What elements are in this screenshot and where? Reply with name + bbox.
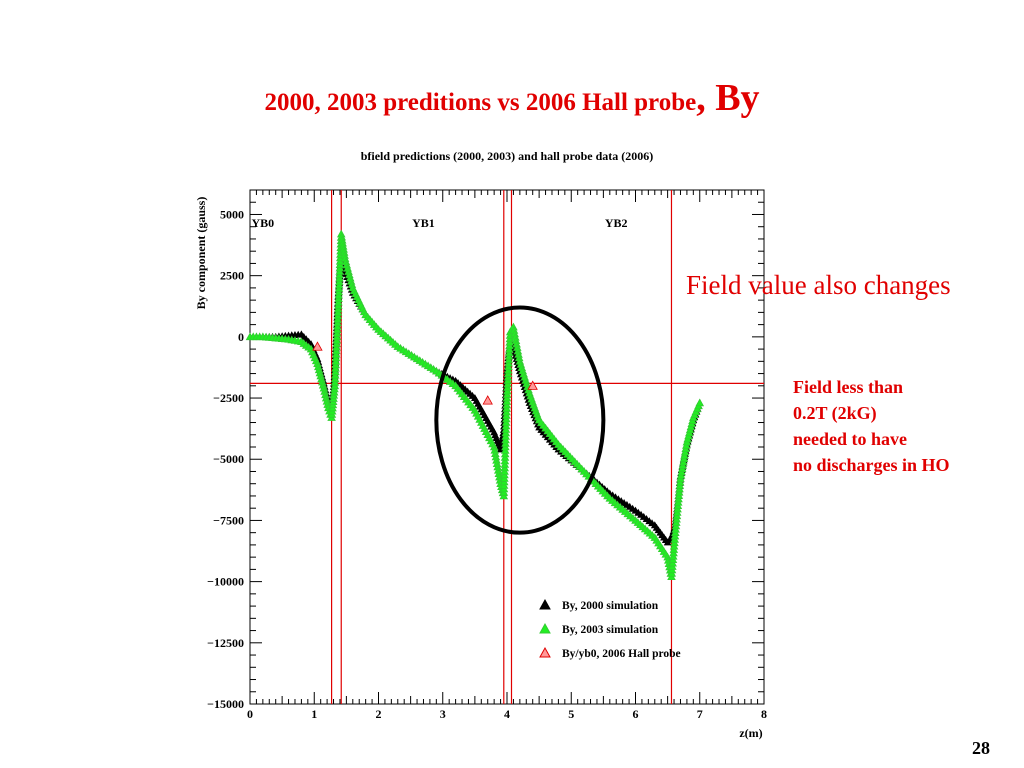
y-tick-label: −12500 bbox=[207, 636, 244, 650]
series-3-marker bbox=[482, 395, 493, 405]
legend-marker bbox=[539, 646, 551, 658]
page-number: 28 bbox=[972, 738, 990, 758]
legend: By, 2000 simulation By, 2003 simulation By… bbox=[539, 598, 681, 660]
y-tick-label: 5000 bbox=[220, 207, 244, 221]
x-axis-label: z(m) bbox=[739, 726, 762, 740]
x-tick-label: 0 bbox=[247, 707, 253, 721]
series-3-marker bbox=[527, 380, 538, 390]
x-tick-labels: 0 1 2 3 4 5 6 7 8 bbox=[247, 707, 767, 721]
x-tick-label: 7 bbox=[697, 707, 703, 721]
y-axis-label: By component (gauss) bbox=[194, 197, 208, 310]
x-tick-label: 6 bbox=[633, 707, 639, 721]
series-2 bbox=[245, 229, 705, 581]
side-note: Field less than 0.2T (2kG) needed to hav… bbox=[793, 374, 950, 478]
axis-ticks bbox=[249, 189, 765, 705]
y-tick-label: −10000 bbox=[207, 575, 244, 589]
x-tick-label: 5 bbox=[568, 707, 574, 721]
legend-marker bbox=[539, 622, 551, 634]
slide-title-main: 2000, 2003 preditions vs 2006 Hall probe bbox=[264, 89, 697, 116]
region-label: YB1 bbox=[412, 216, 435, 230]
side-note-line-1: Field less than bbox=[793, 377, 904, 397]
y-tick-labels: 5000 2500 0 −2500 −5000 −7500 −10000 −12500 −150… bbox=[207, 207, 244, 711]
slide-title: 2000, 2003 preditions vs 2006 Hall probe… bbox=[0, 76, 1024, 120]
chart-title: bfield predictions (2000, 2003) and hall… bbox=[361, 149, 654, 163]
series-3-marker bbox=[312, 341, 323, 351]
y-tick-label: −2500 bbox=[213, 391, 244, 405]
region-label: YB2 bbox=[605, 216, 628, 230]
legend-label: By, 2000 simulation bbox=[562, 600, 659, 612]
legend-label: By/yb0, 2006 Hall probe bbox=[562, 648, 681, 660]
region-label: YB0 bbox=[252, 216, 275, 230]
side-heading: Field value also changes bbox=[686, 270, 951, 300]
series-layer bbox=[245, 229, 705, 581]
x-tick-label: 8 bbox=[761, 707, 767, 721]
slide-title-by: , By bbox=[696, 77, 760, 119]
series-3 bbox=[312, 341, 538, 405]
y-tick-label: −15000 bbox=[207, 697, 244, 711]
series-1 bbox=[246, 252, 704, 546]
legend-marker bbox=[539, 598, 551, 610]
region-labels: YB0 YB1 YB2 bbox=[252, 216, 628, 230]
x-tick-label: 2 bbox=[376, 707, 382, 721]
y-tick-label: −5000 bbox=[213, 452, 244, 466]
y-tick-label: −7500 bbox=[213, 513, 244, 527]
x-tick-label: 4 bbox=[504, 707, 510, 721]
series-2-marker bbox=[695, 398, 705, 407]
highlight-ellipse bbox=[434, 305, 606, 535]
x-tick-label: 3 bbox=[440, 707, 446, 721]
side-note-line-2: 0.2T (2kG) bbox=[793, 403, 877, 423]
y-tick-label: 2500 bbox=[220, 269, 244, 283]
side-note-line-4: no discharges in HO bbox=[793, 455, 950, 475]
side-note-line-3: needed to have bbox=[793, 429, 907, 449]
y-tick-label: 0 bbox=[238, 330, 244, 344]
x-tick-label: 1 bbox=[311, 707, 317, 721]
legend-label: By, 2003 simulation bbox=[562, 624, 659, 636]
